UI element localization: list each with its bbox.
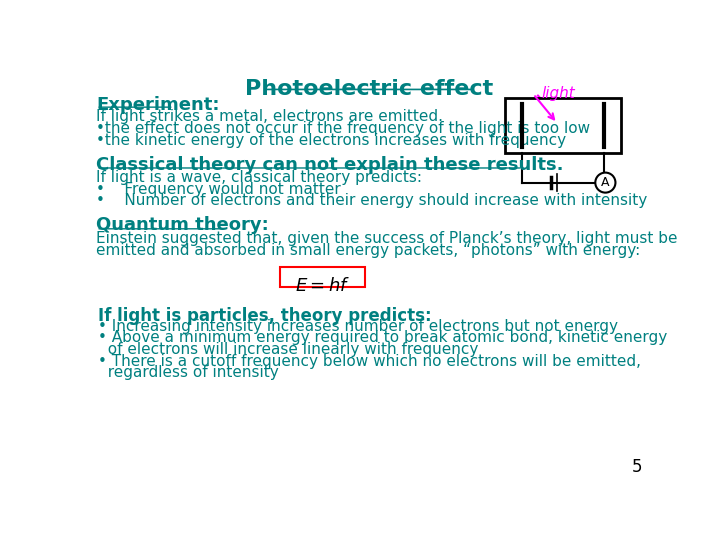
Text: • Increasing intensity increases number of electrons but not energy: • Increasing intensity increases number … [98, 319, 618, 334]
Circle shape [595, 173, 616, 193]
Text: light: light [541, 86, 575, 102]
Text: •the kinetic energy of the electrons increases with frequency: •the kinetic energy of the electrons inc… [96, 132, 567, 147]
Text: •    Frequency would not matter: • Frequency would not matter [96, 182, 341, 197]
Text: If light is particles, theory predicts:: If light is particles, theory predicts: [98, 307, 431, 325]
Text: of electrons will increase linearly with frequency: of electrons will increase linearly with… [98, 342, 478, 357]
Text: Photoelectric effect: Photoelectric effect [245, 79, 493, 99]
Text: If light is a wave, classical theory predicts:: If light is a wave, classical theory pre… [96, 170, 422, 185]
Text: • There is a cutoff frequency below which no electrons will be emitted,: • There is a cutoff frequency below whic… [98, 354, 641, 368]
Text: Experiment:: Experiment: [96, 96, 220, 113]
Text: regardless of intensity: regardless of intensity [98, 365, 279, 380]
Text: emitted and absorbed in small energy packets, “photons” with energy:: emitted and absorbed in small energy pac… [96, 242, 641, 258]
Text: Einstein suggested that, given the success of Planck’s theory, light must be: Einstein suggested that, given the succe… [96, 231, 678, 246]
Text: A: A [601, 176, 610, 189]
Bar [280, 267, 365, 287]
Text: If light strikes a metal, electrons are emitted.: If light strikes a metal, electrons are … [96, 110, 444, 124]
Text: Quantum theory:: Quantum theory: [96, 217, 269, 234]
Text: • Above a minimum energy required to break atomic bond, kinetic energy: • Above a minimum energy required to bre… [98, 330, 667, 346]
Text: $E = hf$: $E = hf$ [294, 278, 350, 295]
Bar [505, 98, 621, 153]
Text: •the effect does not occur if the frequency of the light is too low: •the effect does not occur if the freque… [96, 121, 590, 136]
Text: 5: 5 [631, 458, 642, 476]
Text: Classical theory can not explain these results.: Classical theory can not explain these r… [96, 156, 564, 174]
Text: •    Number of electrons and their energy should increase with intensity: • Number of electrons and their energy s… [96, 193, 647, 208]
